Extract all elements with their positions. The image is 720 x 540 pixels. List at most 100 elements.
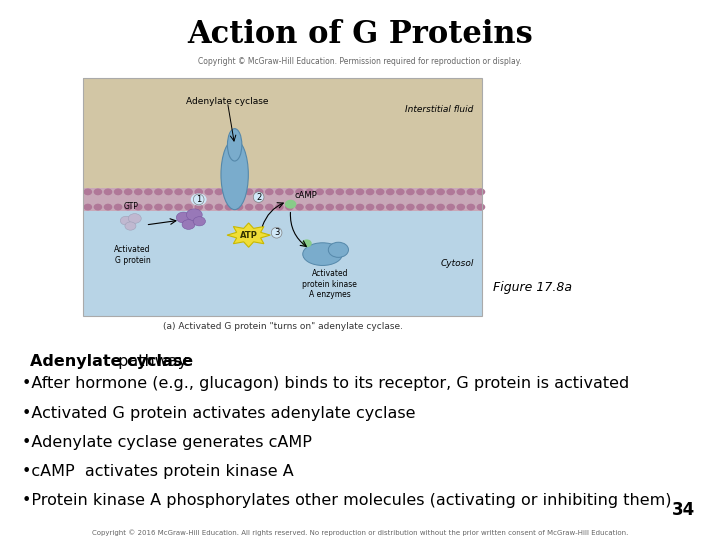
Circle shape <box>477 204 485 210</box>
Circle shape <box>205 204 212 210</box>
Circle shape <box>276 189 283 194</box>
Text: •Protein kinase A phosphorylates other molecules (activating or inhibiting them): •Protein kinase A phosphorylates other m… <box>22 493 671 508</box>
Circle shape <box>225 204 233 210</box>
Circle shape <box>195 189 202 194</box>
Circle shape <box>84 204 91 210</box>
Text: Interstitial fluid: Interstitial fluid <box>405 105 474 114</box>
Circle shape <box>306 189 313 194</box>
Circle shape <box>145 189 152 194</box>
Circle shape <box>427 189 434 194</box>
Circle shape <box>346 204 354 210</box>
Circle shape <box>366 189 374 194</box>
Circle shape <box>235 204 243 210</box>
Circle shape <box>356 204 364 210</box>
Circle shape <box>256 204 263 210</box>
Text: •cAMP  activates protein kinase A: •cAMP activates protein kinase A <box>22 464 293 479</box>
Text: Cytosol: Cytosol <box>441 259 474 268</box>
Circle shape <box>417 204 424 210</box>
Ellipse shape <box>176 212 191 223</box>
Circle shape <box>356 189 364 194</box>
Ellipse shape <box>328 242 348 258</box>
Circle shape <box>397 204 404 210</box>
Text: GTP: GTP <box>124 202 139 212</box>
Circle shape <box>326 204 333 210</box>
Circle shape <box>125 189 132 194</box>
Circle shape <box>316 189 323 194</box>
Circle shape <box>296 204 303 210</box>
Circle shape <box>306 204 313 210</box>
Text: •Activated G protein activates adenylate cyclase: •Activated G protein activates adenylate… <box>22 406 415 421</box>
Ellipse shape <box>221 139 248 210</box>
FancyBboxPatch shape <box>83 211 482 316</box>
Ellipse shape <box>120 216 132 225</box>
Circle shape <box>437 189 444 194</box>
Circle shape <box>246 189 253 194</box>
Circle shape <box>477 189 485 194</box>
Circle shape <box>165 189 172 194</box>
Text: (a) Activated G protein "turns on" adenylate cyclase.: (a) Activated G protein "turns on" adeny… <box>163 322 402 332</box>
Circle shape <box>185 189 192 194</box>
Circle shape <box>94 189 102 194</box>
Circle shape <box>366 204 374 210</box>
Circle shape <box>195 204 202 210</box>
Circle shape <box>125 204 132 210</box>
Text: 2: 2 <box>256 193 261 201</box>
Text: •After hormone (e.g., glucagon) binds to its receptor, G protein is activated: •After hormone (e.g., glucagon) binds to… <box>22 376 629 392</box>
FancyBboxPatch shape <box>83 187 482 211</box>
Ellipse shape <box>193 217 205 226</box>
Circle shape <box>397 189 404 194</box>
Circle shape <box>84 189 91 194</box>
Circle shape <box>145 204 152 210</box>
Circle shape <box>387 189 394 194</box>
Circle shape <box>447 189 454 194</box>
Circle shape <box>165 204 172 210</box>
Circle shape <box>235 189 243 194</box>
Circle shape <box>286 189 293 194</box>
Text: Activated
protein kinase
A enzymes: Activated protein kinase A enzymes <box>302 269 357 299</box>
Circle shape <box>377 204 384 210</box>
Circle shape <box>467 204 474 210</box>
Circle shape <box>346 189 354 194</box>
Circle shape <box>276 204 283 210</box>
Circle shape <box>296 189 303 194</box>
Circle shape <box>94 204 102 210</box>
Circle shape <box>215 204 222 210</box>
Text: Activated
G protein: Activated G protein <box>114 246 150 265</box>
Circle shape <box>175 204 182 210</box>
Text: 34: 34 <box>672 502 695 519</box>
Circle shape <box>437 204 444 210</box>
Ellipse shape <box>128 214 141 224</box>
Text: •Adenylate cyclase generates cAMP: •Adenylate cyclase generates cAMP <box>22 435 312 450</box>
Circle shape <box>114 189 122 194</box>
Circle shape <box>155 189 162 194</box>
Circle shape <box>326 189 333 194</box>
Text: 3: 3 <box>274 228 279 237</box>
Circle shape <box>266 204 273 210</box>
Circle shape <box>215 189 222 194</box>
Text: ATP: ATP <box>240 231 258 240</box>
Circle shape <box>417 189 424 194</box>
Text: Figure 17.8a: Figure 17.8a <box>493 281 572 294</box>
Circle shape <box>316 204 323 210</box>
Circle shape <box>302 240 311 247</box>
Text: Adenylate cyclase: Adenylate cyclase <box>30 354 194 369</box>
Ellipse shape <box>186 209 202 221</box>
Circle shape <box>114 204 122 210</box>
Circle shape <box>256 189 263 194</box>
Text: Copyright © 2016 McGraw-Hill Education. All rights reserved. No reproduction or : Copyright © 2016 McGraw-Hill Education. … <box>92 529 628 536</box>
Ellipse shape <box>228 129 242 161</box>
Circle shape <box>457 204 464 210</box>
Ellipse shape <box>182 220 195 229</box>
FancyBboxPatch shape <box>83 78 482 199</box>
Circle shape <box>467 189 474 194</box>
Text: pathway: pathway <box>113 354 187 369</box>
Circle shape <box>286 200 296 208</box>
Circle shape <box>427 204 434 210</box>
Circle shape <box>377 189 384 194</box>
Circle shape <box>457 189 464 194</box>
FancyBboxPatch shape <box>83 78 482 187</box>
Circle shape <box>225 189 233 194</box>
Circle shape <box>155 204 162 210</box>
Polygon shape <box>227 223 270 247</box>
Circle shape <box>104 204 112 210</box>
